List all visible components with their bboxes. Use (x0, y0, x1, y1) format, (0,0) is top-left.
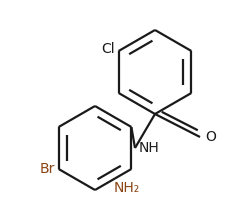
Text: Br: Br (39, 162, 55, 176)
Text: O: O (205, 130, 216, 144)
Text: NH: NH (139, 141, 160, 155)
Text: NH₂: NH₂ (113, 181, 139, 195)
Text: Cl: Cl (101, 42, 115, 56)
